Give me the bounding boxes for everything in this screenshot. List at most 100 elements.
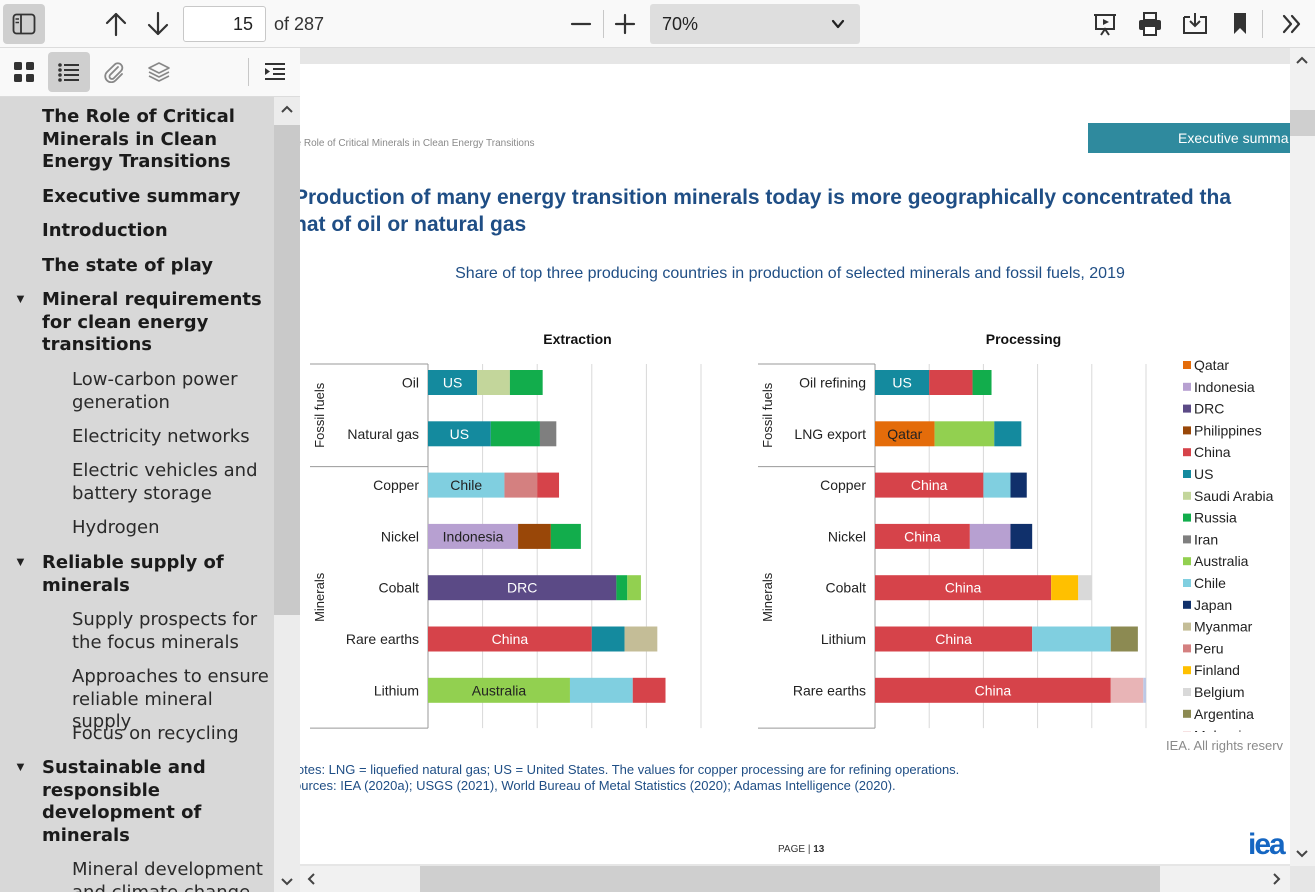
outline-subitem[interactable]: Hydrogen (72, 517, 160, 538)
legend-swatch (1183, 491, 1191, 500)
save-download-button[interactable] (1175, 4, 1215, 44)
legend-label: Myanmar (1194, 619, 1253, 635)
legend-label: Japan (1194, 597, 1232, 613)
expand-arrow-icon[interactable]: ▼ (14, 759, 27, 774)
horizontal-scrollbar[interactable] (300, 866, 1290, 892)
bar-segment (1110, 626, 1138, 652)
bar-data-label: China (904, 528, 941, 544)
outline-item[interactable]: Introduction (42, 220, 168, 241)
presentation-mode-button[interactable] (1085, 4, 1125, 44)
iea-logo: iea (1248, 828, 1286, 861)
plus-icon (614, 13, 636, 35)
bar-segment (627, 575, 641, 601)
zoom-out-button[interactable] (561, 4, 601, 44)
legend-swatch (1183, 622, 1191, 631)
group-label: Minerals (760, 572, 775, 622)
bar-segment (972, 370, 992, 395)
bar-segment (994, 421, 1022, 447)
outline-subitem[interactable]: Focus on recycling (72, 723, 239, 744)
legend-label: Saudi Arabia (1194, 488, 1274, 504)
bar-segment (875, 626, 1033, 652)
bar-data-label: China (945, 580, 982, 596)
scroll-down-icon[interactable] (280, 874, 294, 890)
footer-page-number: 13 (813, 844, 825, 855)
tab-outline[interactable] (48, 52, 90, 92)
page-number-input[interactable] (183, 6, 266, 42)
bar-segment (569, 677, 633, 703)
sidebar-scroll-thumb[interactable] (274, 125, 300, 615)
bar-segment (518, 523, 551, 549)
row-label: Lithium (821, 631, 866, 647)
outline-item[interactable]: The Role of Critical Minerals in Clean E… (42, 106, 235, 172)
tab-layers[interactable] (138, 52, 180, 92)
stacked-bar-chart: Extraction0%20%40%60%80%100%Fossil fuels… (310, 331, 1274, 732)
outline-subitem[interactable]: Approaches to ensure reliable mineral su… (72, 666, 269, 732)
horizontal-scroll-thumb[interactable] (420, 866, 1160, 892)
bar-segment (875, 575, 1052, 601)
outline-item[interactable]: Sustainable and responsible development … (42, 757, 206, 846)
sidebar-panel-icon (12, 13, 36, 35)
outline-item[interactable]: Executive summary (42, 186, 241, 207)
outline-item[interactable]: The state of play (42, 255, 213, 276)
scroll-down-icon[interactable] (1295, 846, 1309, 862)
expand-arrow-icon[interactable]: ▼ (14, 291, 27, 306)
vertical-scroll-thumb[interactable] (1290, 110, 1315, 136)
print-button[interactable] (1130, 4, 1170, 44)
outline-subitem[interactable]: Electric vehicles and battery storage (72, 460, 258, 504)
legend-label: Argentina (1194, 706, 1254, 722)
toolbar-divider (1262, 10, 1263, 38)
outline-subitem[interactable]: Supply prospects for the focus minerals (72, 609, 258, 653)
outline-item[interactable]: Mineral requirements for clean energy tr… (42, 289, 262, 355)
legend-label: US (1194, 466, 1213, 482)
sidebar-toggle-button[interactable] (3, 4, 45, 44)
bar-data-label: Qatar (887, 426, 922, 442)
bar-segment (428, 626, 592, 652)
row-label: Copper (373, 477, 419, 493)
footer-page-word: PAGE (778, 844, 806, 855)
zoom-level-dropdown[interactable]: 70% (650, 4, 860, 44)
previous-page-button[interactable] (96, 4, 136, 44)
tab-attachments[interactable] (93, 52, 135, 92)
outline-subitem[interactable]: Mineral development and climate change (72, 859, 263, 892)
next-page-button[interactable] (138, 4, 178, 44)
legend-swatch (1183, 361, 1191, 369)
legend-swatch (1183, 557, 1191, 566)
more-tools-button[interactable] (1272, 4, 1312, 44)
outline-subitem[interactable]: Low-carbon power generation (72, 369, 238, 413)
tab-thumbnails[interactable] (3, 52, 45, 92)
bar-segment (428, 575, 617, 601)
zoom-in-button[interactable] (605, 4, 645, 44)
bar-segment (428, 370, 478, 395)
outline-options-icon (265, 63, 285, 80)
bookmark-button[interactable] (1220, 4, 1260, 44)
vertical-scrollbar[interactable] (1290, 48, 1315, 866)
bar-segment (591, 626, 625, 652)
legend-swatch (1183, 426, 1191, 435)
bar-segment (1032, 626, 1111, 652)
scroll-right-icon[interactable] (1272, 872, 1282, 889)
legend-swatch (1183, 470, 1191, 478)
outline-options-button[interactable] (254, 52, 296, 92)
bar-data-label: US (443, 375, 462, 391)
pdf-page: he Role of Critical Minerals in Clean En… (300, 64, 1298, 864)
scroll-up-icon[interactable] (280, 101, 294, 117)
bar-segment (875, 421, 935, 447)
sidebar-scrollbar[interactable] (274, 97, 300, 892)
panel-title: Extraction (543, 331, 611, 347)
bar-data-label: China (975, 682, 1012, 698)
legend-swatch (1183, 579, 1191, 587)
legend-swatch (1183, 382, 1191, 391)
scroll-up-icon[interactable] (1295, 52, 1309, 68)
group-label: Fossil fuels (312, 382, 327, 448)
outline-item[interactable]: Reliable supply of minerals (42, 552, 224, 596)
save-folder-icon (1183, 13, 1207, 34)
expand-arrow-icon[interactable]: ▼ (14, 554, 27, 569)
bar-segment (504, 472, 538, 498)
legend-swatch (1183, 535, 1191, 544)
outline-subitem[interactable]: Electricity networks (72, 426, 250, 447)
bar-segment (1010, 472, 1027, 498)
legend-swatch (1183, 600, 1191, 609)
toolbar-divider (603, 10, 604, 38)
bar-data-label: Australia (472, 682, 527, 698)
scroll-left-icon[interactable] (306, 872, 316, 889)
